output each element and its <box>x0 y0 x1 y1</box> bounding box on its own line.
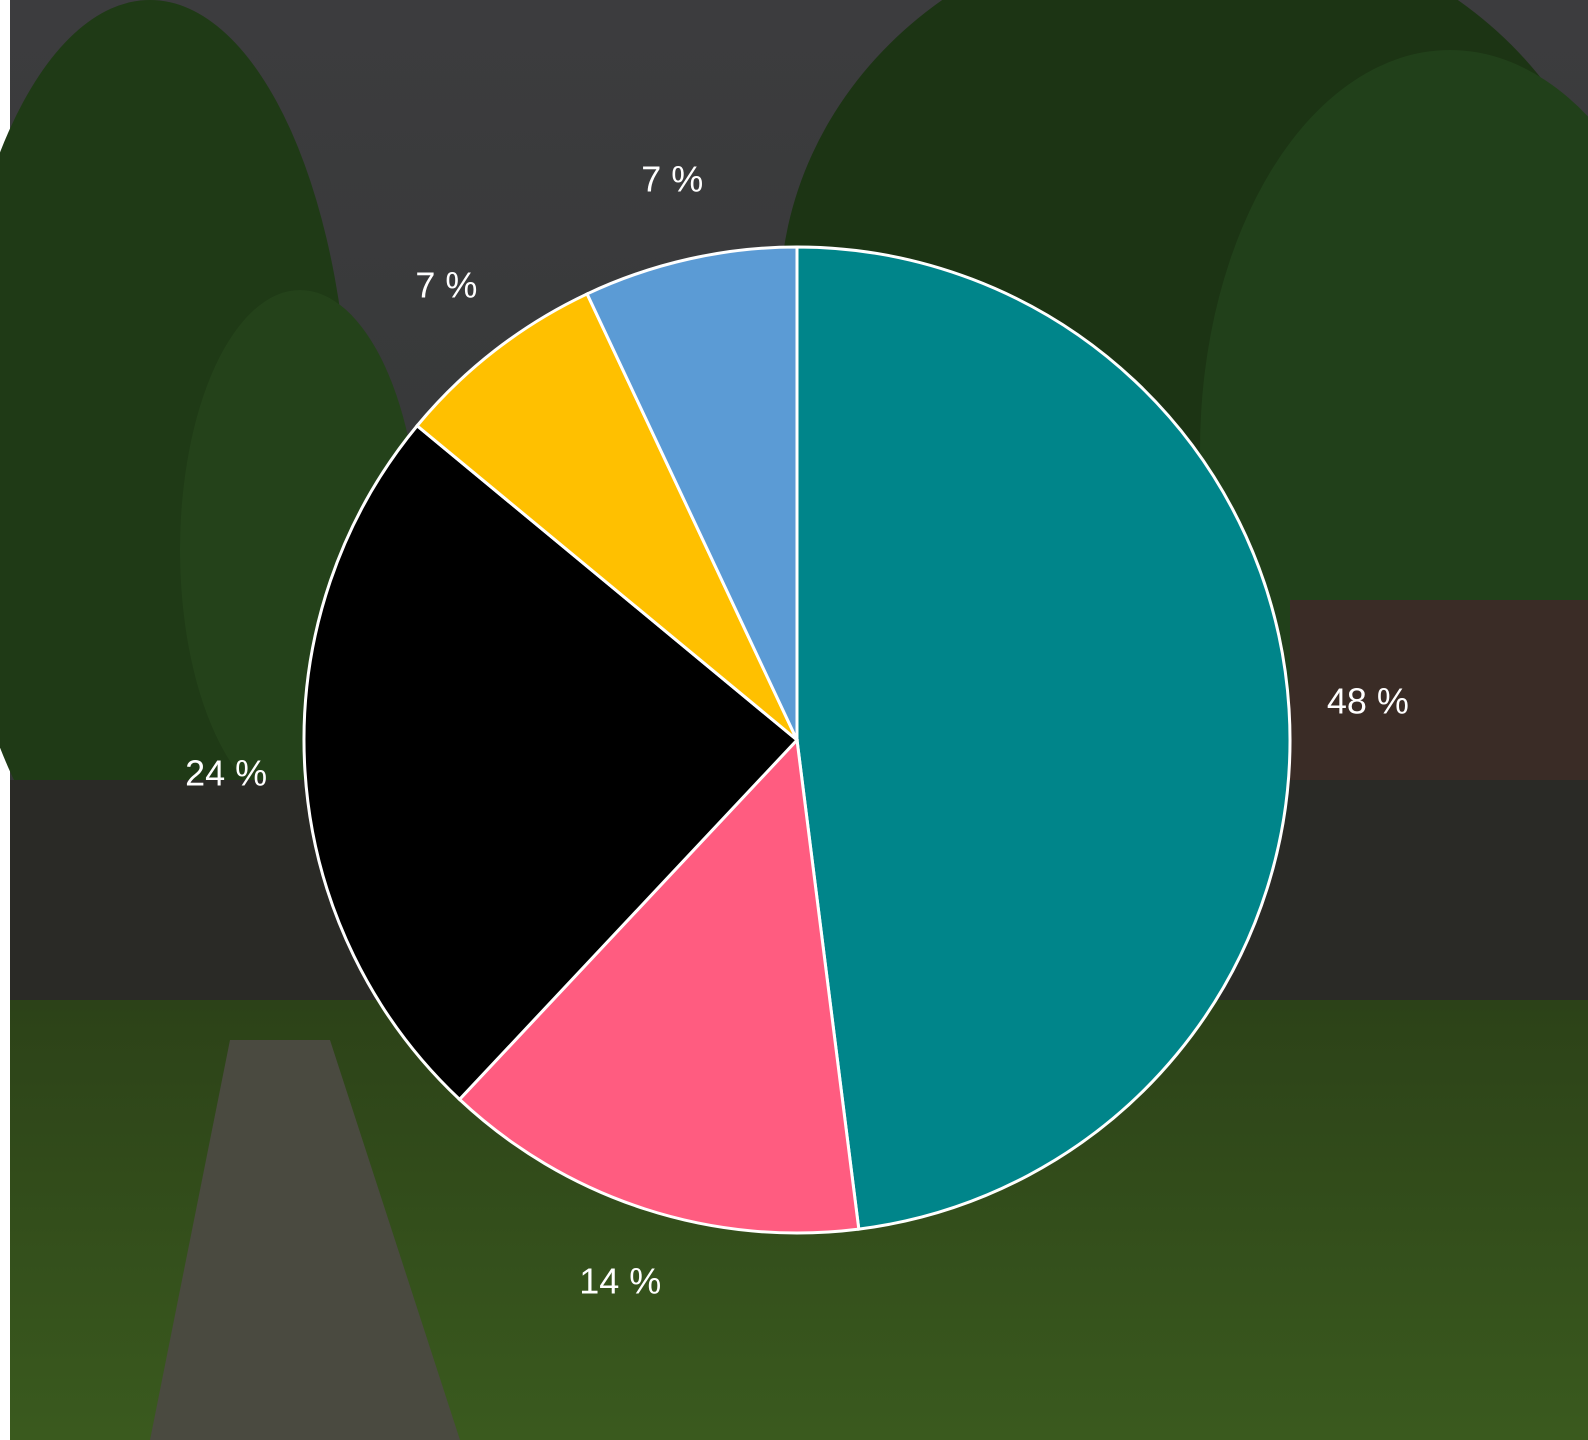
data-label: 48 % <box>1327 681 1409 722</box>
data-label: 24 % <box>185 752 267 793</box>
data-label: 7 % <box>415 265 477 306</box>
data-label: 7 % <box>641 158 703 199</box>
data-label: 14 % <box>579 1261 661 1302</box>
chart: 48 % 14 % 24 % 7 % 7 % <box>0 0 1588 1440</box>
